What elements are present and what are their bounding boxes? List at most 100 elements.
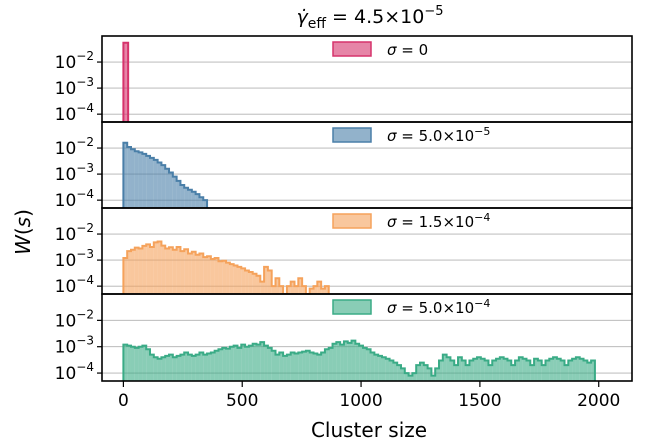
histogram-bar [294, 286, 299, 294]
histogram-bar [134, 347, 139, 381]
histogram-bar [313, 353, 318, 381]
histogram-bar [146, 349, 151, 381]
histogram-bar [241, 268, 246, 294]
histogram-bar [560, 360, 565, 381]
legend-label: σ = 1.5×10−4 [387, 211, 490, 231]
histogram-bar [305, 350, 310, 381]
chart-title: γ̇eff = 4.5×10−5 [297, 4, 444, 32]
histogram-bar [507, 360, 512, 381]
histogram-bar [188, 253, 192, 294]
histogram-bar [465, 365, 470, 381]
histogram-bar [260, 281, 265, 294]
histogram-bar [336, 342, 341, 381]
histogram-bar [146, 155, 151, 208]
histogram-bar [488, 365, 493, 381]
legend-swatch [332, 213, 372, 229]
histogram-bar [579, 358, 584, 381]
histogram-bar [435, 368, 440, 381]
histogram-bar [454, 365, 459, 381]
panel-3: 10−410−310−2 σ = 1.5×10−4 [55, 207, 633, 297]
histogram-bar [123, 42, 129, 122]
histogram-bar [313, 286, 318, 294]
histogram-bar [439, 360, 443, 381]
histogram-outline [122, 41, 130, 122]
histogram-bar [385, 358, 390, 381]
histogram-bar [294, 353, 299, 381]
histogram-bar [207, 353, 211, 381]
histogram-bar [188, 189, 192, 208]
x-tick-label: 0 [118, 391, 129, 411]
histogram-bar [431, 375, 436, 381]
histogram-bar [526, 360, 531, 381]
histogram-bar [309, 352, 314, 381]
histogram-bar [210, 352, 215, 381]
histogram-bar [404, 373, 409, 381]
histogram-bar [199, 352, 204, 381]
histogram-bar [332, 343, 337, 381]
histogram-bar [427, 368, 432, 381]
histogram-bar [222, 260, 227, 294]
histogram-bar [237, 347, 242, 381]
legend-swatch [332, 299, 372, 315]
histogram-bar [153, 159, 158, 208]
histogram-bar [191, 191, 196, 208]
x-tick-label: 1000 [339, 391, 382, 411]
histogram-bar [165, 355, 170, 381]
x-tick-label: 1500 [458, 391, 501, 411]
histogram-outline [122, 339, 596, 381]
histogram-bar [169, 172, 173, 208]
histogram-bar [180, 354, 185, 381]
panel-frame [101, 293, 633, 382]
histogram-bar [324, 349, 329, 381]
histogram-bar [184, 249, 189, 294]
histogram-bar [153, 357, 158, 381]
histogram-bar [572, 358, 576, 381]
legend-label: σ = 5.0×10−5 [387, 125, 490, 145]
histogram-bar [290, 352, 295, 381]
histogram-bar [271, 350, 276, 381]
histogram-bar [355, 343, 360, 381]
histogram-bar [351, 340, 356, 381]
histogram-bar [127, 345, 131, 381]
histogram [122, 339, 596, 381]
histogram-bar [252, 273, 257, 294]
panel-1: 10−410−310−2 σ = 0 [55, 35, 633, 125]
y-axis-label: W(s) [11, 209, 35, 255]
histogram-bar [252, 343, 257, 381]
histogram-bar [541, 365, 546, 381]
histogram-bar [397, 365, 401, 381]
histogram-bar [248, 271, 253, 294]
histogram-bar [458, 357, 462, 381]
histogram-bar [172, 249, 177, 294]
histogram-bar [302, 351, 306, 381]
histogram-bar [157, 358, 162, 381]
histogram-bar [271, 286, 276, 294]
histogram-bar [233, 265, 238, 294]
histogram-bar [275, 354, 280, 381]
histogram-bar [279, 286, 284, 294]
panels: 10−410−310−2 σ = 0 10−410−310−2 σ = 5.0×10−… [55, 35, 633, 384]
y-tick-label: 10−4 [55, 360, 94, 384]
histogram-bar [408, 375, 413, 381]
histogram-outline [122, 141, 209, 208]
panel-4: 10−410−3 10−2 σ = 5.0×10−4 [55, 293, 633, 384]
histogram-bar [256, 275, 261, 294]
histogram-bar [264, 345, 268, 381]
histogram-bar [172, 176, 177, 208]
histogram [122, 240, 330, 294]
histogram-bar [290, 281, 295, 294]
histogram-bar [286, 354, 291, 381]
histogram-bar [203, 354, 208, 381]
histogram-bar [191, 251, 196, 294]
histogram-bar [229, 346, 234, 381]
histogram-bar [142, 345, 147, 381]
histogram-bar [191, 355, 196, 381]
histogram-bar [321, 352, 325, 381]
histogram-bar [214, 258, 219, 294]
y-tick-label: 10−4 [55, 273, 94, 297]
histogram-bar [207, 256, 211, 294]
histogram-bar [138, 152, 143, 208]
y-tick-label: 10−3 [55, 247, 94, 271]
legend-swatch [332, 127, 372, 143]
